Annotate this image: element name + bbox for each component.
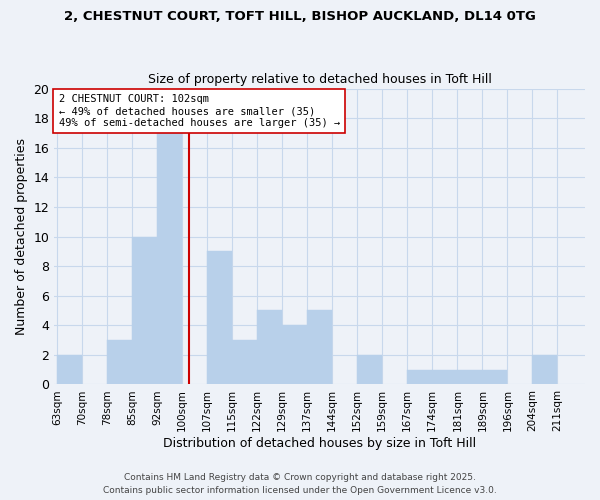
X-axis label: Distribution of detached houses by size in Toft Hill: Distribution of detached houses by size … — [163, 437, 476, 450]
Bar — [57, 355, 82, 384]
Bar — [132, 236, 157, 384]
Text: 2 CHESTNUT COURT: 102sqm
← 49% of detached houses are smaller (35)
49% of semi-d: 2 CHESTNUT COURT: 102sqm ← 49% of detach… — [59, 94, 340, 128]
Bar — [457, 370, 482, 384]
Bar — [357, 355, 382, 384]
Bar — [482, 370, 508, 384]
Text: Contains HM Land Registry data © Crown copyright and database right 2025.
Contai: Contains HM Land Registry data © Crown c… — [103, 474, 497, 495]
Bar — [532, 355, 557, 384]
Text: 2, CHESTNUT COURT, TOFT HILL, BISHOP AUCKLAND, DL14 0TG: 2, CHESTNUT COURT, TOFT HILL, BISHOP AUC… — [64, 10, 536, 23]
Bar — [407, 370, 432, 384]
Bar — [432, 370, 457, 384]
Bar — [207, 252, 232, 384]
Bar — [307, 310, 332, 384]
Bar — [107, 340, 132, 384]
Bar — [232, 340, 257, 384]
Bar — [157, 133, 182, 384]
Title: Size of property relative to detached houses in Toft Hill: Size of property relative to detached ho… — [148, 73, 491, 86]
Y-axis label: Number of detached properties: Number of detached properties — [15, 138, 28, 335]
Bar — [282, 326, 307, 384]
Bar — [257, 310, 282, 384]
